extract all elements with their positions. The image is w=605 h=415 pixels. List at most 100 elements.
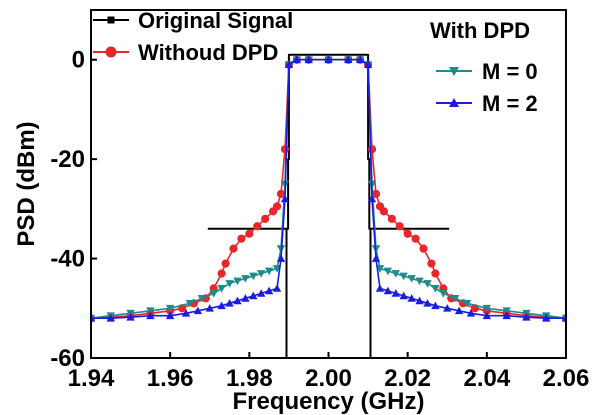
data-point [431,285,440,293]
data-point [237,234,246,243]
data-point [419,244,428,253]
data-point [280,194,290,203]
legend-marker [449,67,459,76]
data-point [324,55,333,64]
data-point [249,291,258,300]
data-point [146,307,155,315]
data-point [181,309,191,317]
data-point [304,55,313,64]
data-point [399,291,408,300]
data-point [276,254,286,262]
data-point [197,294,207,303]
legend-label: M = 0 [482,59,538,84]
data-point [502,311,511,320]
x-tick-label: 1.96 [147,365,194,392]
data-point [403,229,412,238]
data-point [165,304,175,313]
data-point [205,304,214,312]
data-point [355,55,365,64]
data-point [399,272,408,281]
data-point [233,277,242,286]
data-point [431,269,440,278]
data-point [482,304,492,313]
data-point [225,280,234,288]
y-tick-label: -20 [50,146,85,173]
data-point [193,306,203,315]
data-point [391,289,400,297]
x-tick-label: 2.00 [305,365,352,392]
x-tick-label: 2.02 [384,365,431,392]
data-point [253,222,262,231]
data-point [185,299,195,308]
data-point [502,307,511,315]
data-point [391,270,400,278]
data-point [272,202,282,211]
data-point [229,244,238,253]
data-point [272,284,282,292]
data-point [249,272,258,281]
data-point [245,229,254,238]
x-tick-label: 1.98 [226,365,273,392]
data-point [450,294,460,303]
legend-label: Original Signal [138,8,293,33]
legend-marker [449,98,459,107]
data-point [91,314,96,322]
data-point [221,259,230,268]
data-point [379,207,389,216]
data-point [344,55,353,64]
legend: Original Signal Withoud DPD With DPD M = 0 M… [93,8,538,116]
legend-label: Withoud DPD [138,40,278,65]
axes: 1.94 1.96 1.98 2.00 2.02 2.04 2.06 0 -20 -40 -60 Fr… [13,9,590,415]
y-tick-label: -60 [50,345,85,372]
x-tick-label: 1.94 [68,365,115,392]
x-axis-label: Frequency (GHz) [232,388,424,415]
data-point [411,234,420,243]
x-tick-label: 2.04 [463,365,510,392]
data-point [217,269,226,278]
data-point [217,301,226,310]
data-point [257,289,266,297]
x-tick-label: 2.06 [543,365,590,392]
legend-title: With DPD [430,18,530,43]
legend-marker [105,46,117,58]
legend-marker [107,16,115,24]
data-point [165,311,175,320]
data-point [431,301,440,310]
y-axis-label: PSD (dBm) [13,121,40,246]
series-0 [285,53,372,358]
data-point [427,259,436,268]
data-point [454,306,464,315]
data-point [522,313,531,321]
data-point [415,277,424,286]
data-point [225,299,234,307]
data-point [423,280,432,288]
data-point [363,60,373,69]
y-tick-label: 0 [72,47,85,74]
data-point [423,299,432,307]
data-point [415,296,424,305]
series-line [285,53,372,358]
data-point [383,286,393,295]
data-point [443,304,452,312]
data-point [383,267,393,276]
data-point [387,214,396,223]
data-point [367,145,377,154]
data-point [371,254,381,262]
data-point [146,311,155,320]
data-point [233,296,242,305]
data-point [280,145,290,154]
data-point [217,285,226,293]
data-point [209,290,218,298]
data-point [264,286,274,295]
data-point [292,55,302,64]
data-point [561,314,566,322]
data-point [375,284,385,292]
data-point [466,309,476,317]
data-point [241,275,250,283]
data-point [261,214,270,223]
data-point [264,267,274,276]
data-point [395,222,404,231]
data-point [407,294,416,302]
